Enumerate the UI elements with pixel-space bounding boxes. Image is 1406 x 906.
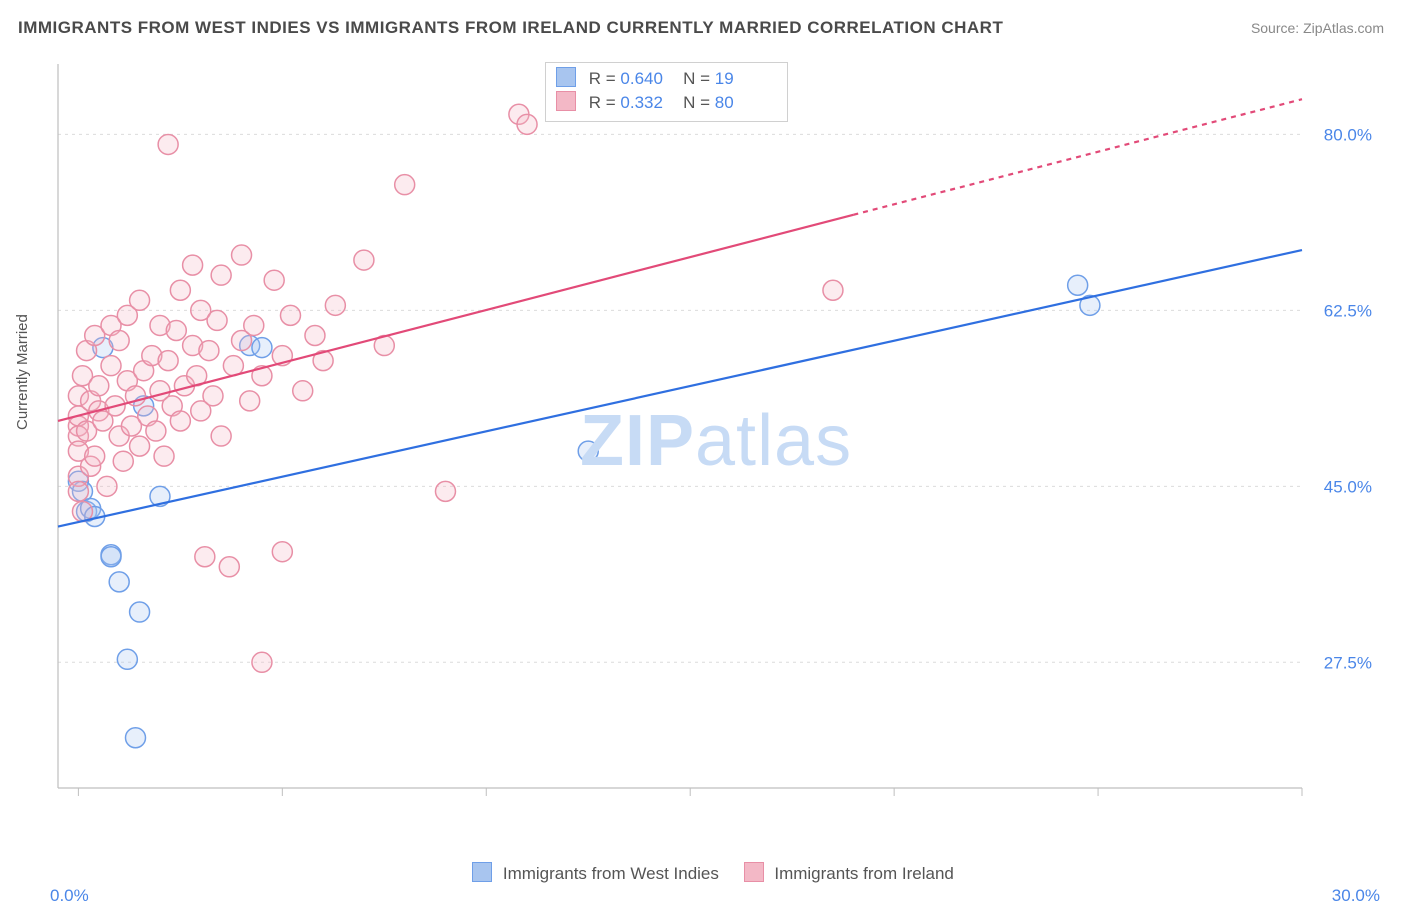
swatch-series-1 (556, 67, 576, 87)
legend-label-2: Immigrants from Ireland (774, 864, 954, 883)
x-max-label: 30.0% (1332, 886, 1380, 906)
svg-text:27.5%: 27.5% (1324, 653, 1372, 672)
y-axis-label: Currently Married (14, 314, 31, 430)
x-min-label: 0.0% (50, 886, 89, 906)
watermark: ZIPatlas (580, 400, 852, 482)
stats-row-2: R = 0.332 N = 80 (556, 91, 773, 115)
stats-row-1: R = 0.640 N = 19 (556, 67, 773, 91)
legend-swatch-1 (472, 862, 492, 882)
series-legend: Immigrants from West Indies Immigrants f… (0, 862, 1406, 884)
svg-text:80.0%: 80.0% (1324, 125, 1372, 144)
source-label: Source: ZipAtlas.com (1251, 20, 1384, 36)
swatch-series-2 (556, 91, 576, 111)
svg-text:45.0%: 45.0% (1324, 477, 1372, 496)
svg-text:62.5%: 62.5% (1324, 301, 1372, 320)
legend-swatch-2 (744, 862, 764, 882)
chart-title: IMMIGRANTS FROM WEST INDIES VS IMMIGRANT… (18, 18, 1003, 38)
stats-legend: R = 0.640 N = 19 R = 0.332 N = 80 (545, 62, 788, 122)
legend-label-1: Immigrants from West Indies (503, 864, 719, 883)
